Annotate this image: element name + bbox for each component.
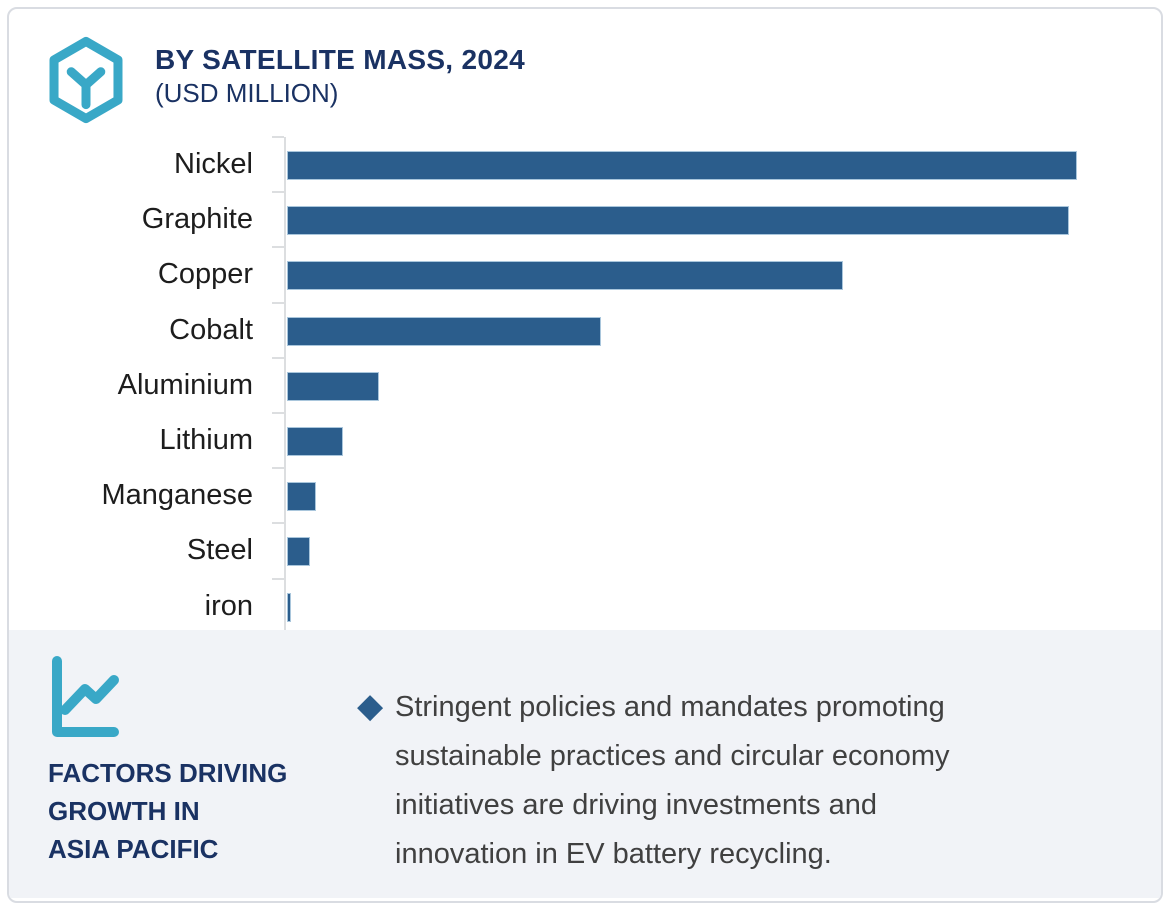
diamond-bullet-icon: ◆ <box>357 687 384 725</box>
chart-subtitle: (USD MILLION) <box>155 78 339 108</box>
bullet-text-line: initiatives are driving investments and <box>395 789 877 821</box>
factors-heading-line: FACTORS DRIVING <box>48 758 288 788</box>
chart-row-manganese: Manganese <box>9 468 1161 523</box>
chart-row-aluminium: Aluminium <box>9 358 1161 413</box>
bar-track <box>287 247 1161 302</box>
line-chart-icon <box>52 656 119 737</box>
chart-header: BY SATELLITE MASS, 2024 (USD MILLION) <box>155 43 525 109</box>
chart-title: BY SATELLITE MASS, 2024 <box>155 44 525 75</box>
factors-heading: FACTORS DRIVING GROWTH IN ASIA PACIFIC <box>48 754 348 868</box>
bar-track <box>287 137 1161 192</box>
bar-steel <box>287 537 310 567</box>
chart-row-iron: iron <box>9 579 1161 634</box>
bullet-text-line: sustainable practices and circular econo… <box>395 740 950 772</box>
chart-row-lithium: Lithium <box>9 413 1161 468</box>
category-label: Steel <box>186 534 253 567</box>
bar-cobalt <box>287 316 601 346</box>
factor-bullet-text: Stringent policies and mandates promotin… <box>395 683 1085 879</box>
infographic-card: BY SATELLITE MASS, 2024 (USD MILLION) Ni… <box>7 7 1163 903</box>
category-label: iron <box>204 589 253 622</box>
bar-iron <box>287 592 291 622</box>
bar-chart: Nickel Graphite Copper Cobalt Aluminium Lithi… <box>9 136 1161 635</box>
axis-tick <box>272 191 284 193</box>
chart-row-nickel: Nickel <box>9 137 1161 192</box>
axis-tick <box>272 578 284 580</box>
category-label: Cobalt <box>169 313 253 346</box>
bar-chart-rows: Nickel Graphite Copper Cobalt Aluminium Lithi… <box>9 137 1161 634</box>
bar-track <box>287 303 1161 358</box>
category-label: Nickel <box>174 148 253 180</box>
axis-tick <box>272 302 284 304</box>
factors-heading-line: ASIA PACIFIC <box>48 834 219 864</box>
bar-track <box>287 579 1161 634</box>
bar-track <box>287 413 1161 468</box>
factors-panel: FACTORS DRIVING GROWTH IN ASIA PACIFIC ◆… <box>9 630 1161 898</box>
bar-copper <box>287 261 844 291</box>
bar-track <box>287 523 1161 578</box>
axis-tick <box>272 357 284 359</box>
category-axis-line <box>284 137 286 634</box>
chart-row-copper: Copper <box>9 247 1161 302</box>
factors-heading-line: GROWTH IN <box>48 796 200 826</box>
bar-graphite <box>287 206 1070 236</box>
bar-track <box>287 358 1161 413</box>
hexagon-cube-logo-icon <box>49 36 123 124</box>
axis-tick <box>272 246 284 248</box>
bar-track <box>287 468 1161 523</box>
category-label: Copper <box>157 258 253 291</box>
axis-tick <box>272 412 284 414</box>
chart-row-cobalt: Cobalt <box>9 303 1161 358</box>
bullet-text-line: innovation in EV battery recycling. <box>395 838 832 870</box>
category-label: Lithium <box>159 423 254 456</box>
category-label: Manganese <box>101 479 253 512</box>
category-label: Aluminium <box>117 368 253 401</box>
bar-aluminium <box>287 371 379 401</box>
bullet-text-line: Stringent policies and mandates promotin… <box>395 691 945 723</box>
factor-bullet-item: ◆ Stringent policies and mandates promot… <box>357 683 1097 879</box>
chart-row-steel: Steel <box>9 523 1161 578</box>
bar-track <box>287 192 1161 247</box>
axis-tick <box>272 522 284 524</box>
bar-nickel <box>287 151 1077 180</box>
axis-tick <box>272 136 284 138</box>
category-label: Graphite <box>141 203 253 236</box>
axis-tick <box>272 467 284 469</box>
bar-lithium <box>287 426 344 456</box>
bar-manganese <box>287 482 317 512</box>
chart-row-graphite: Graphite <box>9 192 1161 247</box>
